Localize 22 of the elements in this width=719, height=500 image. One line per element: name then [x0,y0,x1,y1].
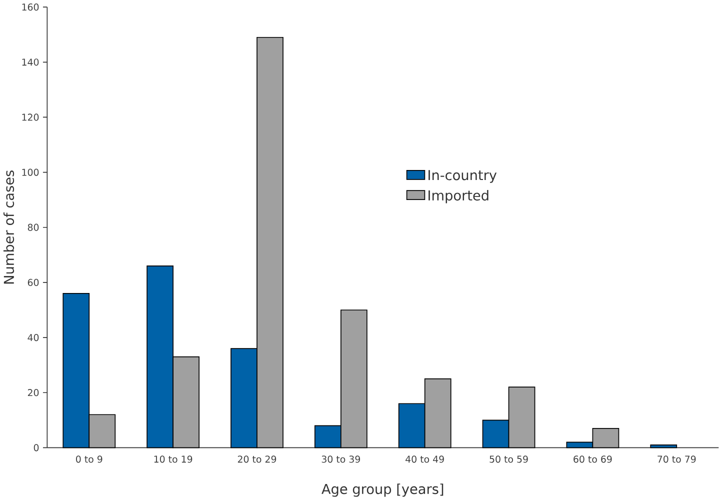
x-tick-label: 60 to 69 [574,455,612,463]
y-tick-label: 60 [28,278,39,286]
y-tick-label: 120 [22,114,39,121]
y-tick-label: 80 [28,224,39,231]
y-tick-label: 100 [22,168,39,176]
x-tick-label: 70 to 79 [658,455,696,463]
legend-label: Imported [428,190,488,204]
x-tick-label: 30 to 39 [322,455,360,463]
x-tick-label: 20 to 29 [238,455,276,463]
x-tick-label: 10 to 19 [154,455,192,463]
bar [650,444,678,448]
x-tick-label: 0 to 9 [76,455,102,463]
y-tick-label: 160 [22,3,39,11]
x-tick-label: 40 to 49 [406,455,444,463]
y-tick-label: 0 [34,444,39,452]
y-tick-label: 140 [22,58,39,66]
y-axis-title: Number of cases [3,170,14,284]
x-tick-label: 50 to 59 [490,455,528,463]
x-axis-title: Age group [years] [322,483,444,497]
y-tick-label: 20 [28,388,39,396]
y-tick-label: 40 [28,334,39,341]
legend-label: In-country [428,170,497,183]
